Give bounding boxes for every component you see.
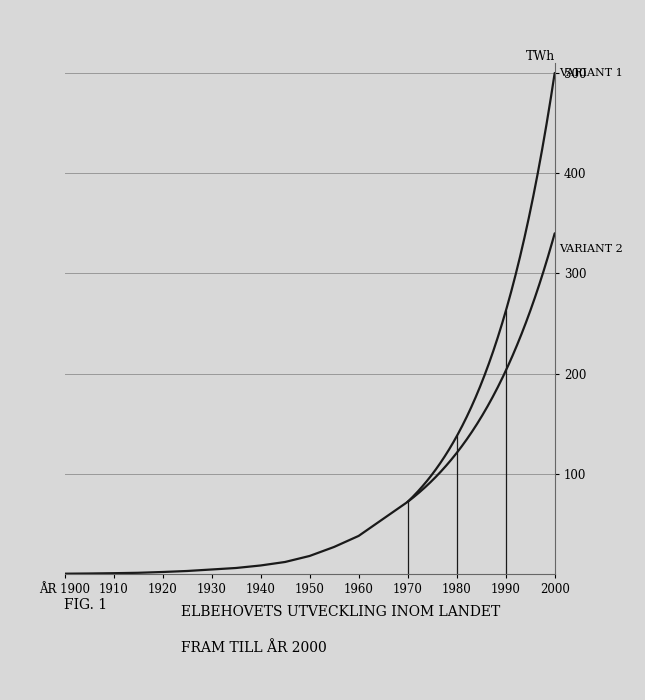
Text: VARIANT 2: VARIANT 2 bbox=[560, 244, 623, 253]
Text: FIG. 1: FIG. 1 bbox=[64, 598, 108, 612]
Text: FRAM TILL ÅR 2000: FRAM TILL ÅR 2000 bbox=[181, 640, 326, 654]
Text: ELBEHOVETS UTVECKLING INOM LANDET: ELBEHOVETS UTVECKLING INOM LANDET bbox=[181, 606, 500, 620]
Text: TWh: TWh bbox=[526, 50, 555, 63]
Text: VARIANT 1: VARIANT 1 bbox=[560, 68, 623, 78]
